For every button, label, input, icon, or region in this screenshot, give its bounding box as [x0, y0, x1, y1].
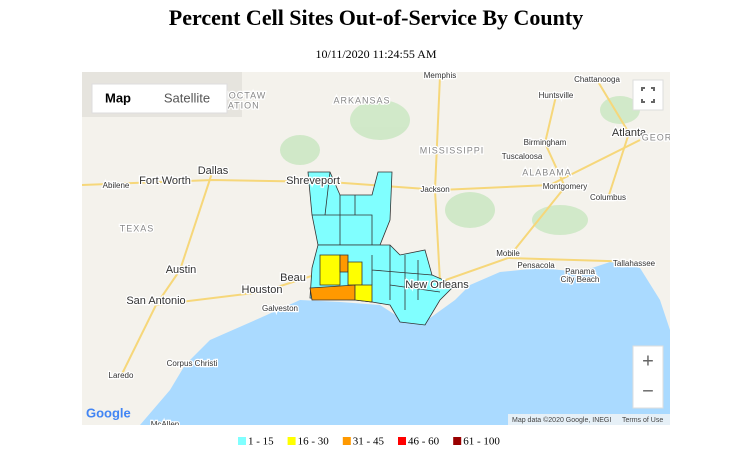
legend-label: 31 - 45	[353, 436, 385, 448]
city-label: Montgomery	[543, 182, 587, 191]
zoom-in[interactable]: +	[642, 350, 654, 372]
city-label: Panama	[565, 267, 595, 276]
google-logo: Google	[86, 405, 131, 420]
terms-link[interactable]: Terms of Use	[622, 417, 663, 424]
city-label: Atlanta	[612, 127, 647, 139]
city-label: Shreveport	[286, 175, 340, 187]
city-label: Jackson	[420, 185, 449, 194]
city-label: Columbus	[590, 193, 626, 202]
legend-swatch	[342, 437, 351, 445]
city-label: Memphis	[424, 71, 456, 80]
legend-swatch	[238, 437, 246, 445]
forest	[280, 96, 640, 235]
legend-label: 1 - 15	[248, 436, 274, 448]
parishes	[307, 171, 456, 326]
map-button[interactable]: Map	[105, 90, 131, 105]
city-label: Chattanooga	[574, 75, 620, 84]
city-label: Dallas	[198, 165, 229, 177]
zoom-control	[632, 345, 664, 409]
city-label: Tuscaloosa	[502, 152, 543, 161]
fullscreen-button[interactable]	[632, 79, 664, 111]
city-label: Galveston	[262, 304, 298, 313]
city-label: Corpus Christi	[167, 359, 218, 368]
legend-label: 46 - 60	[408, 436, 440, 448]
city-label: Austin	[166, 264, 197, 276]
legend-label: 16 - 30	[298, 436, 330, 448]
gulf-water	[82, 262, 670, 425]
attribution: Map data ©2020 Google, INEGI	[512, 416, 611, 424]
timestamp: 10/11/2020 11:24:55 AM	[315, 47, 436, 61]
map-type-control	[91, 83, 228, 114]
fullscreen-icon	[641, 87, 655, 103]
state-label: TEXAS	[120, 223, 155, 233]
city-label: Laredo	[109, 371, 134, 380]
satellite-button[interactable]: Satellite	[164, 90, 210, 105]
city-label: Abilene	[103, 181, 130, 190]
title: Percent Cell Sites Out-of-Service By Cou…	[169, 5, 583, 30]
city-label: City Beach	[561, 275, 600, 284]
legend-swatch	[398, 437, 406, 445]
city-label: Huntsville	[539, 91, 574, 100]
city-label: New Orleans	[405, 279, 469, 291]
state-label: NATION	[220, 100, 259, 110]
map[interactable]: Memphis Chattanooga ARKANSAS Huntsville Atla…	[82, 71, 672, 429]
state-label: GEOR	[642, 132, 673, 142]
city-label: Mobile	[496, 249, 520, 258]
city-label: Fort Worth	[139, 175, 191, 187]
city-label: Beau	[280, 272, 306, 284]
legend-swatch	[287, 437, 296, 445]
legend: 1 - 15 16 - 30 31 - 45 46 - 60 61 - 100	[238, 436, 500, 448]
state-label: ARKANSAS	[333, 95, 390, 105]
state-label: MISSISSIPPI	[420, 145, 485, 155]
city-label: McAllen	[151, 420, 179, 429]
map-labels: Memphis Chattanooga ARKANSAS Huntsville Atla…	[101, 71, 673, 429]
legend-swatch	[453, 437, 462, 445]
city-label: Pensacola	[517, 261, 555, 270]
city-label: Houston	[242, 284, 283, 296]
state-label: ALABAMA	[522, 167, 572, 177]
attribution-bg	[508, 414, 670, 425]
city-label: Birmingham	[524, 138, 567, 147]
zoom-out[interactable]: −	[642, 380, 654, 402]
city-label: Tallahassee	[613, 259, 656, 268]
city-label: San Antonio	[126, 295, 185, 307]
legend-label: 61 - 100	[463, 436, 500, 448]
